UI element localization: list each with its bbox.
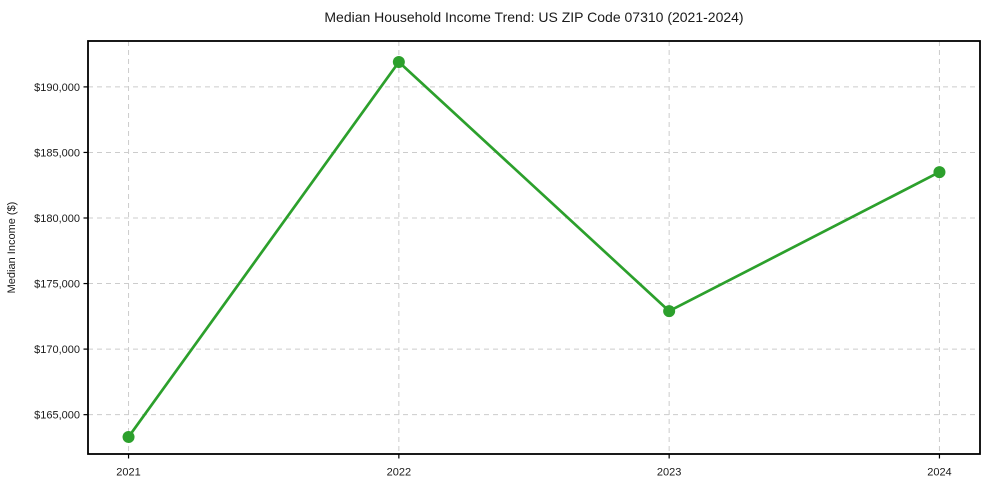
data-point-2023 (663, 305, 676, 318)
grid-lines (88, 41, 980, 454)
x-tick-label: 2021 (116, 467, 140, 479)
x-tick-label: 2024 (927, 467, 951, 479)
x-tick-label: 2023 (657, 467, 681, 479)
plot-border (87, 40, 981, 455)
axis-tick-labels: $165,000 $170,000 $175,000 $180,000 $185,000… (34, 82, 952, 479)
trend-line (127, 60, 941, 439)
y-tick-label: $190,000 (34, 82, 80, 94)
y-tick-label: $180,000 (34, 213, 80, 225)
data-point-markers (122, 55, 946, 443)
y-tick-label: $170,000 (34, 344, 80, 356)
data-point-2024 (933, 166, 946, 179)
x-tick-label: 2022 (387, 467, 411, 479)
chart-title: Median Household Income Trend: US ZIP Co… (324, 9, 743, 25)
y-tick-label: $185,000 (34, 147, 80, 159)
y-tick-label: $175,000 (34, 278, 80, 290)
y-tick-label: $165,000 (34, 410, 80, 422)
y-axis-label: Median Income ($) (6, 202, 18, 294)
data-point-2021 (122, 430, 135, 443)
axis-tick-marks (83, 86, 941, 459)
data-point-2022 (392, 55, 405, 68)
